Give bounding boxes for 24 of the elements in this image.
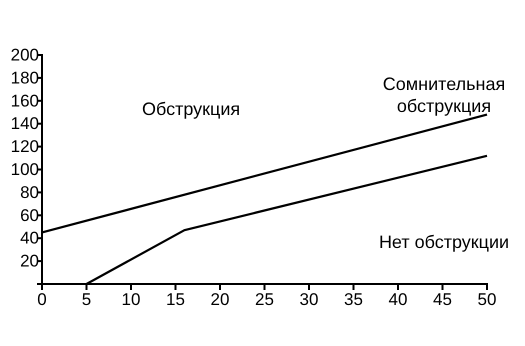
x-tick-label: 20 [210,290,230,310]
y-tick-label: 180 [10,68,39,88]
x-tick-label: 40 [388,290,408,310]
x-tick-label: 10 [122,290,140,310]
x-tick-label: 50 [478,290,496,310]
y-tick-label: 100 [10,160,39,179]
x-tick-label: 5 [82,290,92,310]
annotation: Сомнительная обструкция [382,74,506,116]
y-tick-label: 140 [10,114,39,134]
y-tick-label: 20 [20,252,39,271]
x-tick-label: 15 [166,290,185,310]
x-tick-label: 30 [300,290,318,310]
x-tick-label: 45 [433,290,452,310]
annotation: Обструкция [142,99,240,119]
annotation: Нет обструкции [378,232,510,252]
y-tick-label: 120 [10,137,39,156]
y-tick-label: 160 [10,91,39,110]
y-tick-label: 60 [20,206,39,225]
x-tick-label: 35 [344,290,363,310]
y-tick-label: 200 [10,45,39,64]
y-tick-label: 40 [20,228,39,248]
y-tick-label: 80 [20,182,39,202]
x-tick-label: 0 [37,290,47,310]
x-tick-label: 25 [255,290,274,310]
